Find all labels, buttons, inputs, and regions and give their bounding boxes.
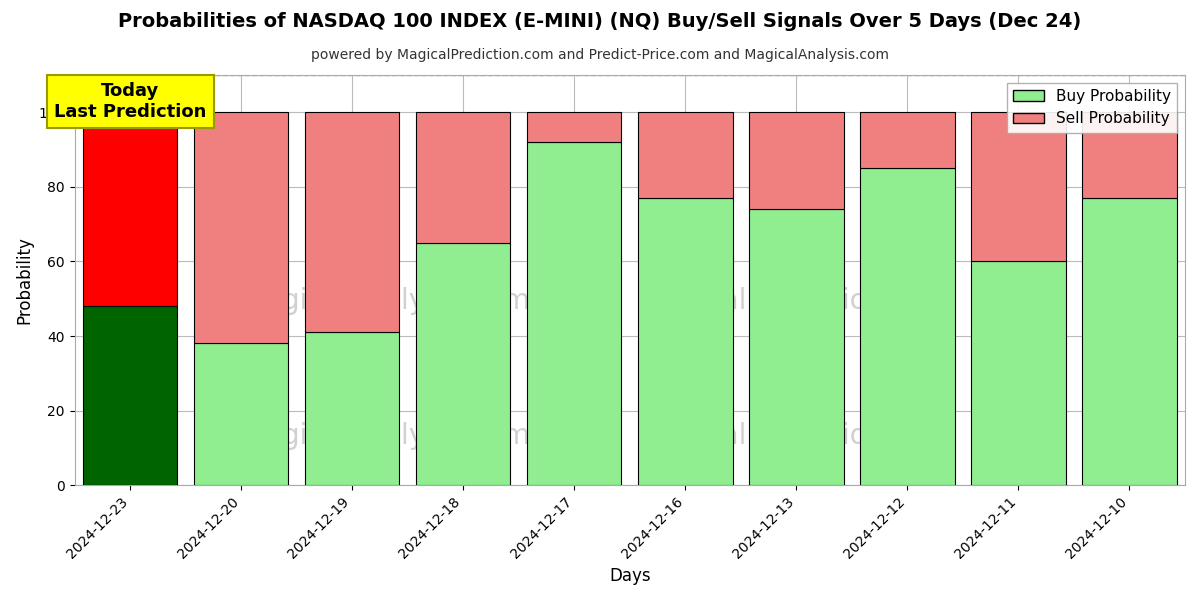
X-axis label: Days: Days — [610, 567, 650, 585]
Text: MagicalAnalysis.com: MagicalAnalysis.com — [241, 287, 530, 314]
Bar — [638, 112, 732, 198]
Text: MagicalPrediction.com: MagicalPrediction.com — [640, 422, 953, 450]
Bar — [971, 262, 1066, 485]
Bar — [194, 343, 288, 485]
Bar — [83, 112, 178, 306]
Text: Today
Last Prediction: Today Last Prediction — [54, 82, 206, 121]
Bar — [971, 112, 1066, 262]
Bar — [1082, 112, 1177, 198]
Bar — [860, 112, 955, 168]
Bar — [860, 168, 955, 485]
Bar — [416, 243, 510, 485]
Bar — [749, 209, 844, 485]
Bar — [1082, 198, 1177, 485]
Bar — [638, 198, 732, 485]
Bar — [749, 112, 844, 209]
Text: powered by MagicalPrediction.com and Predict-Price.com and MagicalAnalysis.com: powered by MagicalPrediction.com and Pre… — [311, 48, 889, 62]
Bar — [194, 112, 288, 343]
Bar — [305, 332, 400, 485]
Bar — [83, 306, 178, 485]
Legend: Buy Probability, Sell Probability: Buy Probability, Sell Probability — [1007, 83, 1177, 133]
Text: MagicalAnalysis.com: MagicalAnalysis.com — [241, 422, 530, 450]
Bar — [527, 112, 622, 142]
Text: Probabilities of NASDAQ 100 INDEX (E-MINI) (NQ) Buy/Sell Signals Over 5 Days (De: Probabilities of NASDAQ 100 INDEX (E-MIN… — [119, 12, 1081, 31]
Y-axis label: Probability: Probability — [16, 236, 34, 324]
Text: MagicalPrediction.com: MagicalPrediction.com — [640, 287, 953, 314]
Bar — [527, 142, 622, 485]
Bar — [305, 112, 400, 332]
Bar — [416, 112, 510, 243]
